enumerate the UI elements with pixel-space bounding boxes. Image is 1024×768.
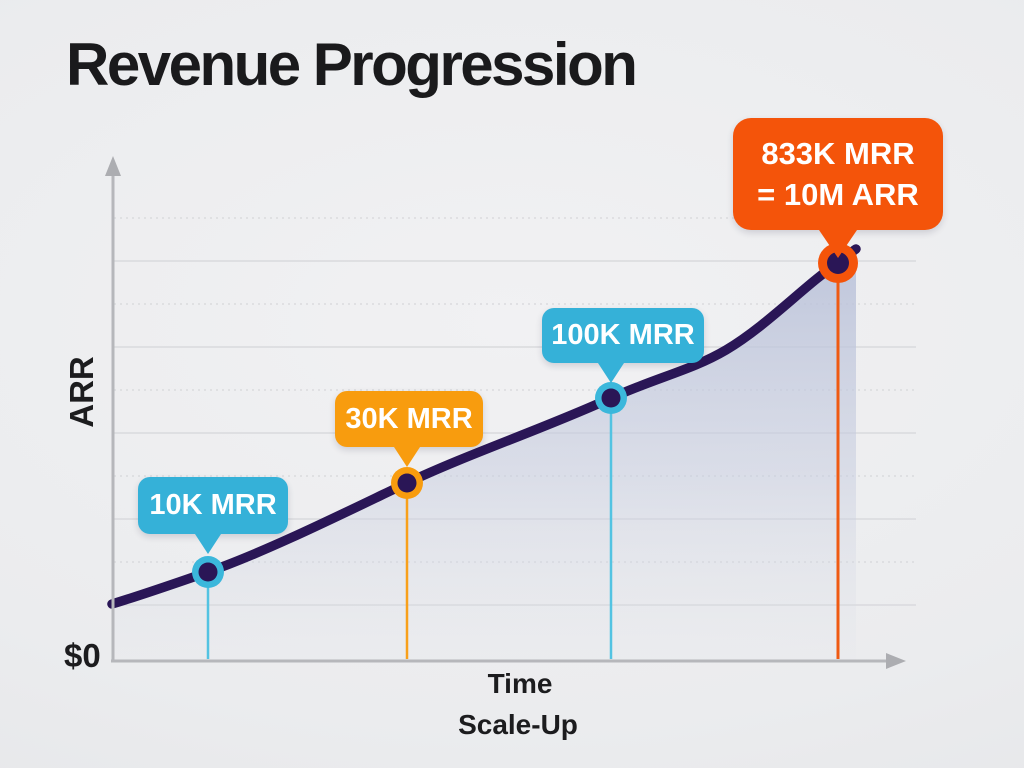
milestone-bubble-30k-mrr: 30K MRR — [335, 391, 483, 467]
milestone-bubble-10k-mrr: 10K MRR — [138, 477, 288, 554]
bubble-tail-icon — [819, 230, 857, 258]
bubble-tail-icon — [598, 363, 624, 383]
y-axis-origin-tick-label: $0 — [64, 637, 101, 674]
data-point-100k-mrr — [595, 382, 627, 414]
bubble-tail-icon — [394, 447, 420, 467]
milestone-bubble-100k-mrr: 100K MRR — [542, 308, 704, 383]
x-axis-label-line2: Scale-Up — [458, 709, 578, 740]
bubble-tail-icon — [195, 534, 221, 554]
x-axis-arrow-icon — [886, 653, 906, 669]
milestone-bubble-label-line1: 833K MRR — [761, 136, 915, 171]
y-axis-label: ARR — [63, 356, 100, 428]
milestone-bubble-833k-mrr: 833K MRR = 10M ARR — [733, 118, 943, 258]
data-point-10k-mrr — [192, 556, 224, 588]
page-title: Revenue Progression — [66, 31, 638, 98]
x-axis-label-line1: Time — [487, 668, 553, 699]
milestone-bubble-label-line2: = 10M ARR — [757, 177, 919, 212]
milestone-bubble-label: 10K MRR — [149, 489, 277, 521]
milestone-bubble-label: 100K MRR — [551, 319, 695, 351]
data-point-30k-mrr — [391, 467, 423, 499]
milestone-bubble-label: 30K MRR — [345, 402, 473, 435]
y-axis-arrow-icon — [105, 156, 121, 176]
